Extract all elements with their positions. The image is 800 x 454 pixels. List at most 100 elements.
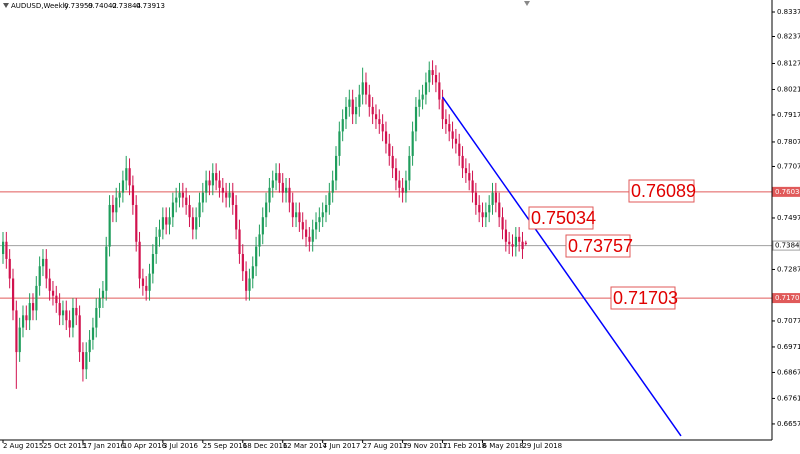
candle-body: [331, 180, 334, 193]
candle-body: [271, 180, 274, 188]
candle-body: [138, 241, 141, 279]
candle-body: [131, 185, 135, 205]
candle-body: [394, 168, 398, 181]
candle-body: [51, 290, 55, 296]
candle-body: [208, 180, 211, 186]
candle-body: [125, 168, 128, 181]
candle-body: [464, 168, 468, 174]
candle-body: [354, 106, 358, 115]
annotation: 0.71703: [613, 288, 678, 308]
candle-body: [424, 82, 428, 95]
candle-body: [151, 254, 155, 274]
candle-body: [308, 236, 311, 242]
candle-body: [115, 197, 118, 213]
trendline: [441, 96, 682, 437]
candle-body: [141, 278, 145, 286]
candle-body: [461, 155, 464, 169]
candle-body: [275, 173, 278, 181]
candle-body: [41, 258, 45, 267]
x-tick-label: 29 Jul 2018: [522, 442, 562, 450]
candle-body: [318, 217, 321, 223]
candle-body: [501, 217, 504, 230]
candle-body: [368, 94, 371, 107]
candle-body: [75, 307, 78, 316]
candle-body: [431, 70, 434, 76]
candle-body: [101, 290, 105, 299]
candle-body: [374, 114, 378, 120]
x-tick-label: 3 Jul 2016: [163, 442, 199, 450]
candle-body: [88, 339, 91, 353]
candle-body: [61, 310, 65, 316]
x-tick-label: 12 Mar 2017: [283, 442, 327, 450]
x-tick-label: 10 Apr 2016: [123, 442, 167, 450]
candle-body: [55, 295, 58, 304]
annotation: 0.76089: [631, 181, 696, 201]
quote-low: 0.73844: [112, 2, 141, 10]
candle-body: [348, 99, 351, 107]
annotation-box: [628, 179, 695, 203]
candle-body: [211, 173, 214, 186]
quote-open: 0.73959: [64, 2, 93, 10]
candle-body: [378, 119, 381, 125]
x-tick-label: 4 Jun 2017: [323, 442, 361, 450]
candle-body: [404, 180, 408, 193]
candle-body: [18, 327, 21, 353]
candle-body: [48, 278, 51, 291]
candle-body: [221, 187, 224, 193]
candle-body: [215, 173, 218, 181]
candle-body: [311, 229, 314, 242]
candle-body: [45, 258, 48, 279]
candle-body: [488, 204, 491, 213]
quote-high: 0.74042: [88, 2, 117, 10]
candle-body: [245, 271, 248, 291]
candle-body: [65, 310, 68, 321]
candle-body: [58, 303, 61, 316]
candle-body: [85, 352, 88, 370]
symbol: AUDUSD,Weekly: [11, 2, 69, 10]
candle-body: [321, 212, 324, 218]
annotation-box: [610, 286, 676, 310]
candle-body: [301, 222, 304, 230]
candle-body: [388, 143, 391, 156]
x-tick-label: 6 May 2018: [483, 442, 524, 450]
candle-body: [228, 192, 231, 198]
candle-body: [344, 106, 348, 120]
x-tick-label: 2 Aug 2015: [3, 442, 43, 450]
x-tick-label: 25 Sep 2016: [203, 442, 248, 450]
candle-body: [118, 192, 121, 198]
candle-body: [98, 298, 101, 308]
candle-body: [291, 202, 294, 218]
candle-body: [418, 99, 421, 107]
candle-body: [111, 204, 115, 213]
candle-body: [11, 278, 15, 311]
candle-body: [281, 182, 284, 193]
candle-body: [451, 131, 454, 139]
candle-body: [285, 187, 288, 193]
candle-body: [471, 180, 474, 193]
candle-body: [108, 204, 111, 247]
candle-body: [21, 315, 25, 328]
candle-body: [235, 204, 238, 230]
candle-body: [171, 202, 175, 218]
candle-body: [225, 192, 228, 198]
candle-body: [414, 106, 418, 132]
candle-body: [95, 307, 98, 328]
candle-body: [178, 192, 181, 198]
candle-body: [428, 70, 431, 83]
candle-body: [518, 236, 521, 242]
candle-body: [165, 217, 168, 225]
level-label-box: [772, 186, 800, 197]
candle-body: [341, 119, 344, 132]
candle-body: [68, 320, 71, 328]
candle-body: [481, 212, 484, 218]
